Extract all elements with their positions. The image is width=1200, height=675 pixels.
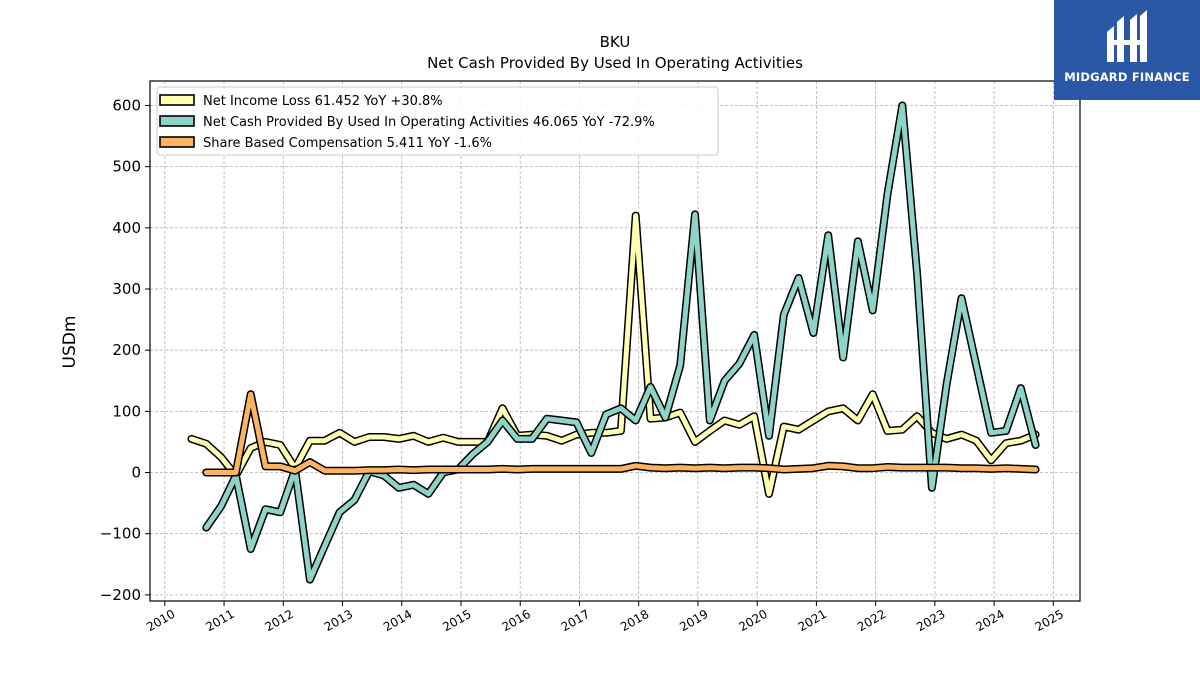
brand-name: MIDGARD FINANCE bbox=[1064, 70, 1190, 84]
x-tick-label: 2020 bbox=[736, 607, 769, 634]
logo-mark-icon bbox=[1107, 10, 1147, 62]
legend-swatch bbox=[159, 115, 195, 127]
x-tick-label: 2017 bbox=[559, 607, 592, 634]
y-tick-label: 500 bbox=[112, 158, 141, 176]
x-tick-label: 2023 bbox=[914, 607, 947, 634]
legend-swatch bbox=[159, 94, 195, 106]
x-tick-label: 2021 bbox=[796, 607, 829, 634]
x-tick-label: 2016 bbox=[499, 607, 532, 634]
legend-swatch bbox=[159, 136, 195, 148]
x-tick-label: 2024 bbox=[973, 607, 1006, 634]
x-tick-label: 2025 bbox=[1033, 607, 1066, 634]
x-tick-label: 2019 bbox=[677, 607, 710, 634]
chart-subtitle: Net Cash Provided By Used In Operating A… bbox=[427, 54, 803, 72]
legend-label: Share Based Compensation 5.411 YoY -1.6% bbox=[203, 136, 492, 151]
x-tick-label: 2012 bbox=[263, 607, 296, 634]
legend-label: Net Cash Provided By Used In Operating A… bbox=[203, 115, 655, 130]
brand-logo: MIDGARD FINANCE bbox=[1054, 0, 1200, 100]
series-line-1 bbox=[203, 103, 1039, 583]
plot-frame bbox=[149, 80, 1081, 602]
y-tick-label: 400 bbox=[112, 219, 141, 237]
y-axis-label: USDm bbox=[60, 316, 80, 369]
x-tick-label: 2018 bbox=[618, 607, 651, 634]
y-tick-label: 0 bbox=[131, 464, 141, 482]
chart-title: BKU bbox=[600, 33, 631, 51]
y-tick-label: 600 bbox=[112, 96, 141, 114]
x-tick-label: 2010 bbox=[144, 607, 177, 634]
grid-layer bbox=[150, 81, 1080, 601]
x-tick-label: 2015 bbox=[440, 607, 473, 634]
y-tick-label: −100 bbox=[100, 525, 141, 543]
legend: Net Income Loss 61.452 YoY +30.8% Net Cas… bbox=[156, 86, 719, 156]
y-tick-label: 300 bbox=[112, 280, 141, 298]
x-tick-label: 2014 bbox=[381, 607, 414, 634]
series-layer bbox=[187, 101, 1040, 584]
y-tick-label: 200 bbox=[112, 341, 141, 359]
legend-label: Net Income Loss 61.452 YoY +30.8% bbox=[203, 94, 443, 109]
series-outline-1 bbox=[202, 101, 1040, 584]
x-tick-label: 2011 bbox=[203, 607, 236, 634]
y-tick-label: 100 bbox=[112, 402, 141, 420]
series-outline-0 bbox=[187, 211, 1040, 498]
series-line-0 bbox=[189, 213, 1039, 497]
series-line-2 bbox=[203, 391, 1039, 475]
y-tick-label: −200 bbox=[100, 586, 141, 604]
x-tick-label: 2013 bbox=[322, 607, 355, 634]
legend-box bbox=[156, 86, 719, 156]
x-tick-label: 2022 bbox=[855, 607, 888, 634]
